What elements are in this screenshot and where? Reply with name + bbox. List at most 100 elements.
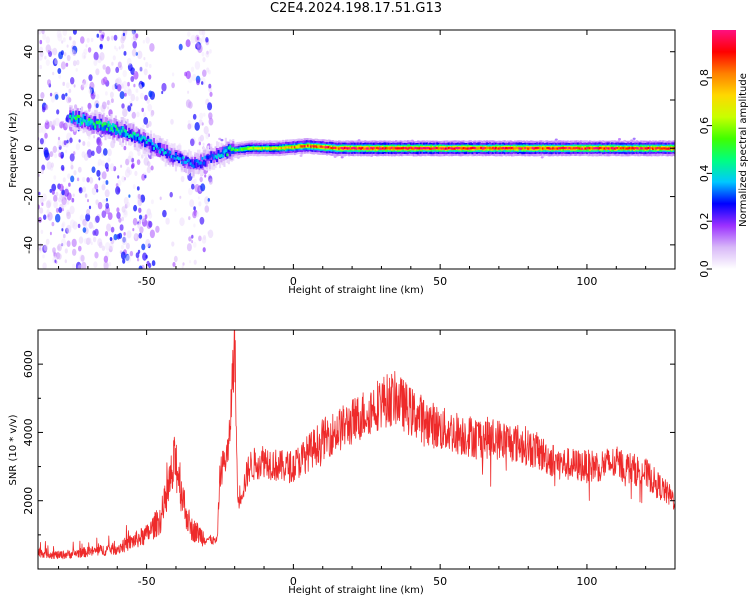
spectrogram-x-tick-label: 100 xyxy=(576,275,597,288)
spectrogram-ridge-cell xyxy=(70,117,73,121)
spectrogram-ridge-cell xyxy=(208,155,211,159)
spectrogram-ridge-cell xyxy=(362,147,365,150)
spectrogram-ridge-cell xyxy=(273,147,276,150)
spectrogram-ridge-cell xyxy=(285,146,288,149)
spectrogram-ridge-cell xyxy=(194,159,197,163)
spectrogram-noise-blob xyxy=(204,196,210,205)
spectrogram-noise-blob xyxy=(59,183,64,192)
spectrogram-ridge-cell xyxy=(343,146,346,149)
spectrogram-noise-blob xyxy=(120,251,126,260)
spectrogram-noise-blob xyxy=(200,183,206,192)
spectrogram-ridge-cell xyxy=(666,147,669,150)
spectrogram-noise-blob xyxy=(187,90,190,94)
spectrogram-ridge-cell xyxy=(401,147,404,150)
spectrogram-noise-blob xyxy=(83,238,88,244)
spectrogram-noise-blob xyxy=(39,249,42,253)
spectrogram-noise-blob xyxy=(197,44,203,54)
spectrogram-ridge-cell xyxy=(591,147,594,150)
spectrogram-ridge-cell xyxy=(512,147,515,150)
spectrogram-noise-blob xyxy=(141,82,145,88)
spectrogram-ridge-cell xyxy=(571,147,574,150)
spectrogram-noise-blob xyxy=(181,265,184,269)
spectrogram-ridge-cell xyxy=(559,147,562,150)
spectrogram-ridge-cell xyxy=(154,143,157,147)
spectrogram-noise-blob xyxy=(109,163,115,172)
spectrogram-ridge-cell xyxy=(421,147,424,150)
spectrogram-noise-blob xyxy=(180,175,185,183)
spectrogram-noise-blob xyxy=(122,70,127,78)
spectrogram-noise-blob xyxy=(195,211,200,218)
spectrogram-ridge-cell xyxy=(555,147,558,150)
spectrogram-ridge-cell xyxy=(654,147,657,150)
spectrogram-ridge-cell xyxy=(556,147,559,150)
spectrogram-noise-blob xyxy=(86,208,90,216)
spectrogram-ridge-cell xyxy=(194,162,197,169)
spectrogram-ridge-cell xyxy=(634,147,637,150)
spectrogram-ridge-cell xyxy=(364,147,367,150)
spectrogram-noise-blob xyxy=(142,124,145,128)
spectrogram-noise-blob xyxy=(127,63,133,72)
spectrogram-noise-blob xyxy=(68,88,72,94)
spectrogram-ridge-cell xyxy=(572,147,575,150)
spectrogram-ridge-cell xyxy=(568,146,571,150)
spectrogram-noise-blob xyxy=(333,155,337,158)
spectrogram-ridge-cell xyxy=(541,147,544,150)
spectrogram-ridge-cell xyxy=(358,147,361,150)
spectrogram-ridge-cell xyxy=(264,147,267,150)
spectrogram-ridge-cell xyxy=(315,145,318,148)
spectrogram-ridge-cell xyxy=(323,146,326,149)
spectrogram-ridge-cell xyxy=(649,147,652,150)
spectrogram-noise-blob xyxy=(108,245,113,253)
spectrogram-ridge-cell xyxy=(154,143,157,150)
spectrogram-ridge-cell xyxy=(120,127,123,138)
spectrogram-ridge-cell xyxy=(566,147,569,150)
spectrogram-ridge-cell xyxy=(279,147,282,150)
spectrogram-ridge-cell xyxy=(254,147,257,150)
spectrogram-ridge-cell xyxy=(336,147,339,150)
spectrogram-noise-blob xyxy=(55,207,59,213)
spectrogram-noise-blob xyxy=(61,40,64,44)
spectrogram-noise-blob xyxy=(148,120,152,127)
spectrogram-noise-blob xyxy=(118,46,121,50)
spectrogram-ridge-cell xyxy=(160,149,163,156)
spectrogram-ridge-cell xyxy=(205,156,208,167)
spectrogram-noise-blob xyxy=(62,37,66,43)
spectrogram-ridge-cell xyxy=(337,147,340,150)
spectrogram-noise-blob xyxy=(62,221,66,227)
spectrogram-ridge-cell xyxy=(552,147,555,150)
spectrogram-ridge-cell xyxy=(371,147,374,150)
spectrogram-ridge-cell xyxy=(481,147,484,150)
spectrogram-noise-blob xyxy=(116,84,122,92)
spectrogram-noise-blob xyxy=(38,125,43,134)
spectrogram-ridge-cell xyxy=(104,122,107,126)
spectrogram-ridge-cell xyxy=(352,146,355,150)
spectrogram-ridge-cell xyxy=(132,132,135,139)
spectrogram-noise-blob xyxy=(122,108,128,117)
spectrogram-noise-blob xyxy=(109,91,114,99)
spectrogram-noise-blob xyxy=(124,203,128,209)
spectrogram-noise-blob xyxy=(188,236,192,242)
spectrogram-ridge-cell xyxy=(163,151,166,155)
spectrogram-noise-blob xyxy=(73,84,76,88)
spectrogram-ridge-cell xyxy=(282,146,285,149)
spectrogram-ridge-cell xyxy=(150,139,153,143)
spectrogram-noise-blob xyxy=(208,112,213,120)
spectrogram-noise-blob xyxy=(54,259,57,263)
spectrogram-ridge-cell xyxy=(514,147,517,150)
spectrogram-noise-blob xyxy=(41,106,46,113)
spectrogram-noise-blob xyxy=(39,39,43,45)
spectrogram-ridge-cell xyxy=(606,147,609,150)
spectrogram-noise-blob xyxy=(127,81,130,87)
spectrogram-ridge-cell xyxy=(450,147,453,150)
spectrogram-ridge-cell xyxy=(320,145,323,148)
spectrogram-ridge-cell xyxy=(305,145,308,148)
spectrogram-ridge-cell xyxy=(220,147,223,158)
spectrogram-noise-blob xyxy=(101,210,107,218)
spectrogram-noise-blob xyxy=(51,221,55,227)
spectrogram-ridge-cell xyxy=(308,144,311,147)
spectrogram-ridge-cell xyxy=(155,145,158,149)
spectrogram-noise-blob xyxy=(44,132,48,139)
spectrogram-noise-blob xyxy=(202,69,207,77)
spectrogram-ridge-cell xyxy=(199,161,202,165)
spectrogram-ridge-cell xyxy=(478,147,481,150)
